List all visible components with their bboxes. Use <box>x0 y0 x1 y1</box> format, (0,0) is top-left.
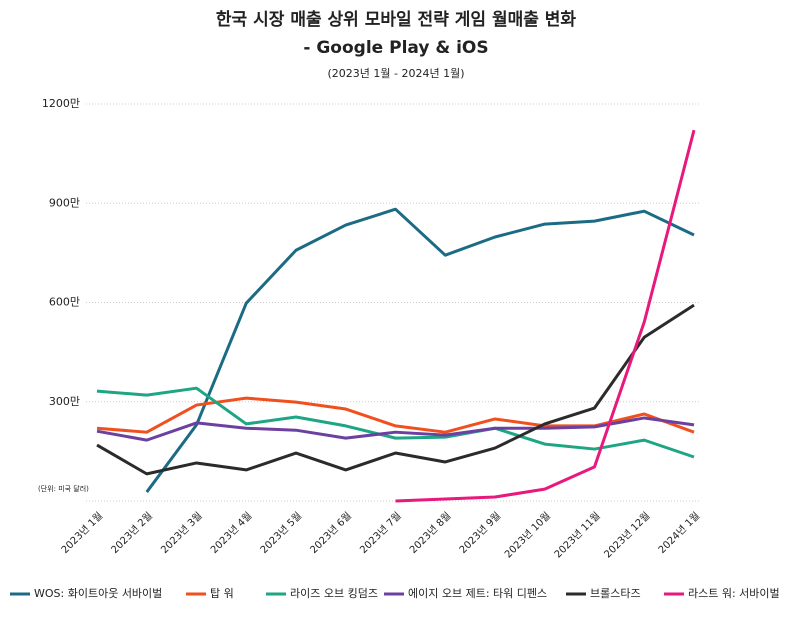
legend-label: 라스트 워: 서바이벌 <box>688 587 780 600</box>
x-tick-label: 2023년 12월 <box>602 510 653 561</box>
line-series <box>145 207 695 493</box>
chart-period: (2023년 1월 - 2024년 1월) <box>327 67 464 80</box>
x-tick-label: 2023년 6월 <box>308 510 354 556</box>
y-tick-label: 900만 <box>49 196 80 209</box>
x-tick-label: 2023년 7월 <box>358 510 404 556</box>
chart-subtitle: - Google Play & iOS <box>303 38 488 58</box>
legend-label: 에이지 오브 제트: 타워 디펜스 <box>408 587 547 600</box>
legend-label: 브롤스타즈 <box>590 587 641 600</box>
legend-label: WOS: 화이트아웃 서바이벌 <box>34 587 162 600</box>
unit-note: (단위: 미국 달러) <box>38 484 89 493</box>
x-tick-label: 2023년 5월 <box>258 510 304 556</box>
legend-label: 라이즈 오브 킹덤즈 <box>290 587 378 600</box>
x-tick-label: 2023년 9월 <box>457 510 503 556</box>
line-series <box>96 303 695 476</box>
x-tick-label: 2023년 3월 <box>159 510 205 556</box>
x-tick-label: 2023년 2월 <box>109 510 155 556</box>
x-tick-label: 2023년 4월 <box>208 510 254 556</box>
x-tick-label: 2024년 1월 <box>656 510 702 556</box>
line-series <box>96 416 695 442</box>
x-tick-label: 2023년 11월 <box>552 510 603 561</box>
x-tick-label: 2023년 1월 <box>59 510 105 556</box>
x-tick-label: 2023년 10월 <box>502 510 553 561</box>
y-tick-label: 1200만 <box>42 97 80 110</box>
line-series <box>395 129 696 503</box>
y-tick-label: 300만 <box>49 395 80 408</box>
y-tick-label: 600만 <box>49 296 80 309</box>
line-series <box>96 386 695 459</box>
legend-label: 탑 워 <box>210 587 234 600</box>
chart-title: 한국 시장 매출 상위 모바일 전략 게임 월매출 변화 <box>216 9 577 30</box>
x-tick-label: 2023년 8월 <box>407 510 453 556</box>
